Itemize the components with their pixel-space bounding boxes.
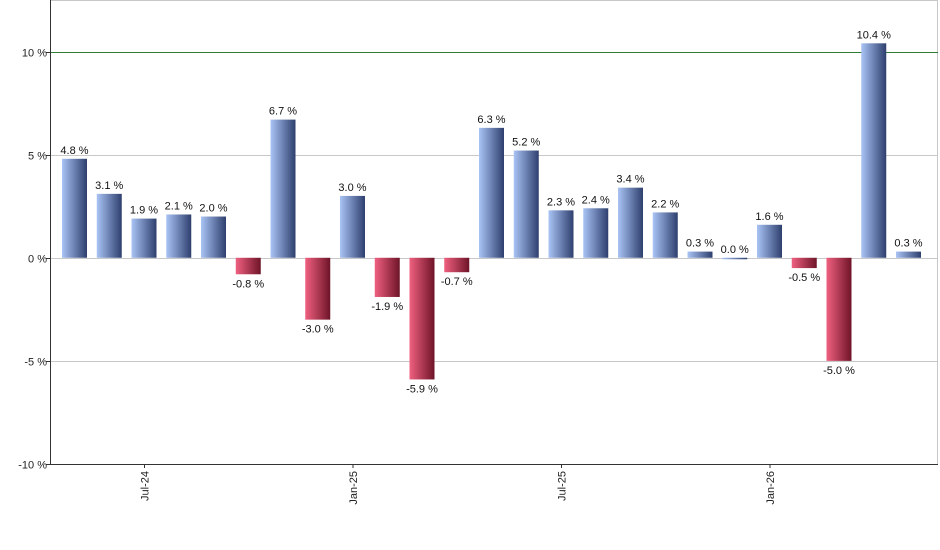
data-label: 5.2 % <box>512 137 540 149</box>
bar-Apr-26 <box>826 257 852 361</box>
y-tick-label: 0 % <box>28 254 47 266</box>
bars <box>62 43 921 380</box>
bar-Feb-26 <box>757 224 782 258</box>
data-label: -1.9 % <box>371 301 403 313</box>
x-tick-label: Jul-25 <box>557 471 569 501</box>
data-label: 3.0 % <box>338 182 366 194</box>
data-label: -3.0 % <box>302 324 334 336</box>
data-label: -0.8 % <box>232 278 264 290</box>
bar-Jan-25 <box>305 257 331 320</box>
data-label: 6.3 % <box>477 114 505 126</box>
data-labels: 4.8 % 3.1 % 1.9 % 2.1 % 2.0 % -0.8 % 6.7 % -3.0… <box>60 29 922 395</box>
bar-Aug-24 <box>131 218 157 258</box>
data-label: 1.9 % <box>130 205 158 217</box>
bar-Jun-26 <box>896 251 921 258</box>
data-label: -0.5 % <box>788 272 820 284</box>
bar-Jul-25 <box>513 150 539 258</box>
data-label: -5.0 % <box>823 365 855 377</box>
bar-Mar-26 <box>791 257 817 269</box>
bar-Mar-25 <box>374 257 400 297</box>
data-label: 1.6 % <box>755 211 783 223</box>
data-label: 2.1 % <box>165 200 193 212</box>
data-label: 2.2 % <box>651 198 679 210</box>
data-label: 0.3 % <box>686 238 714 250</box>
bar-Jun-24 <box>62 158 87 258</box>
y-tick-label: -10 % <box>18 460 47 472</box>
data-label: 4.8 % <box>60 145 88 157</box>
data-label: 10.4 % <box>857 29 891 41</box>
data-label: 6.7 % <box>269 106 297 118</box>
bar-Apr-25 <box>409 257 435 380</box>
x-tick-label: Jul-24 <box>140 471 152 501</box>
bar-May-26 <box>861 43 887 258</box>
bar-Jun-25 <box>479 127 504 258</box>
data-label: 3.1 % <box>95 180 123 192</box>
bar-Aug-25 <box>548 210 574 258</box>
data-label: 3.4 % <box>616 174 644 186</box>
bar-Dec-24 <box>270 119 296 258</box>
bar-Oct-25 <box>618 187 643 258</box>
bar-Feb-25 <box>340 195 365 258</box>
data-label: 0.3 % <box>894 238 922 250</box>
bar-Jan-26 <box>722 257 748 260</box>
y-tick-label: 10 % <box>22 48 47 60</box>
y-tick-label: 5 % <box>28 151 47 163</box>
data-label: 2.4 % <box>582 194 610 206</box>
axes: -10 % -5 % 0 % 5 % 10 % Jul-24 Jan-25 Jul-25 Jan… <box>18 0 938 505</box>
bar-Nov-24 <box>235 257 261 275</box>
data-label: 2.3 % <box>547 196 575 208</box>
bar-Nov-25 <box>652 212 678 258</box>
x-tick-label: Jan-26 <box>765 471 777 505</box>
x-tick-label: Jan-25 <box>348 471 360 505</box>
y-tick-label: -5 % <box>24 357 47 369</box>
data-label: 0.0 % <box>721 244 749 256</box>
bar-Jul-24 <box>96 193 122 258</box>
bar-Oct-24 <box>201 216 226 258</box>
data-label: 2.0 % <box>199 203 227 215</box>
bar-Sep-24 <box>166 214 192 258</box>
bar-May-25 <box>444 257 470 273</box>
data-label: -0.7 % <box>441 276 473 288</box>
data-label: -5.9 % <box>406 383 438 395</box>
bar-Sep-25 <box>583 208 609 258</box>
bar-Dec-25 <box>687 251 713 258</box>
